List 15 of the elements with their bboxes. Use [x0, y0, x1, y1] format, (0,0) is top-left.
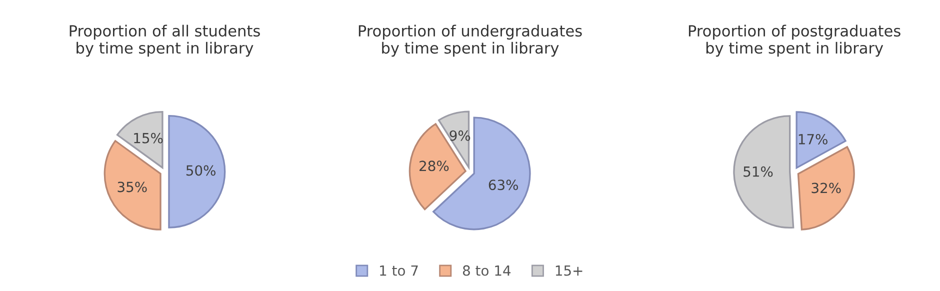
chart-title: Proportion of undergraduates by time spent in library	[358, 24, 582, 57]
data-label: 9%	[450, 130, 470, 141]
chart-title: Proportion of postgraduates by time spent in library	[688, 24, 900, 57]
legend-label: 8 to 14	[462, 265, 511, 276]
legend-label: 1 to 7	[380, 265, 418, 276]
legend-label: 15+	[556, 265, 582, 276]
data-label: 32%	[812, 182, 841, 194]
data-label: 15%	[134, 132, 163, 144]
data-label: 17%	[798, 134, 828, 144]
data-label: 28%	[420, 160, 449, 172]
data-label: 50%	[186, 165, 216, 176]
data-label: 35%	[118, 182, 147, 192]
data-label: 51%	[744, 166, 773, 177]
chart-title: Proportion of all students by time spent in library	[70, 24, 260, 57]
data-label: 63%	[488, 180, 518, 190]
